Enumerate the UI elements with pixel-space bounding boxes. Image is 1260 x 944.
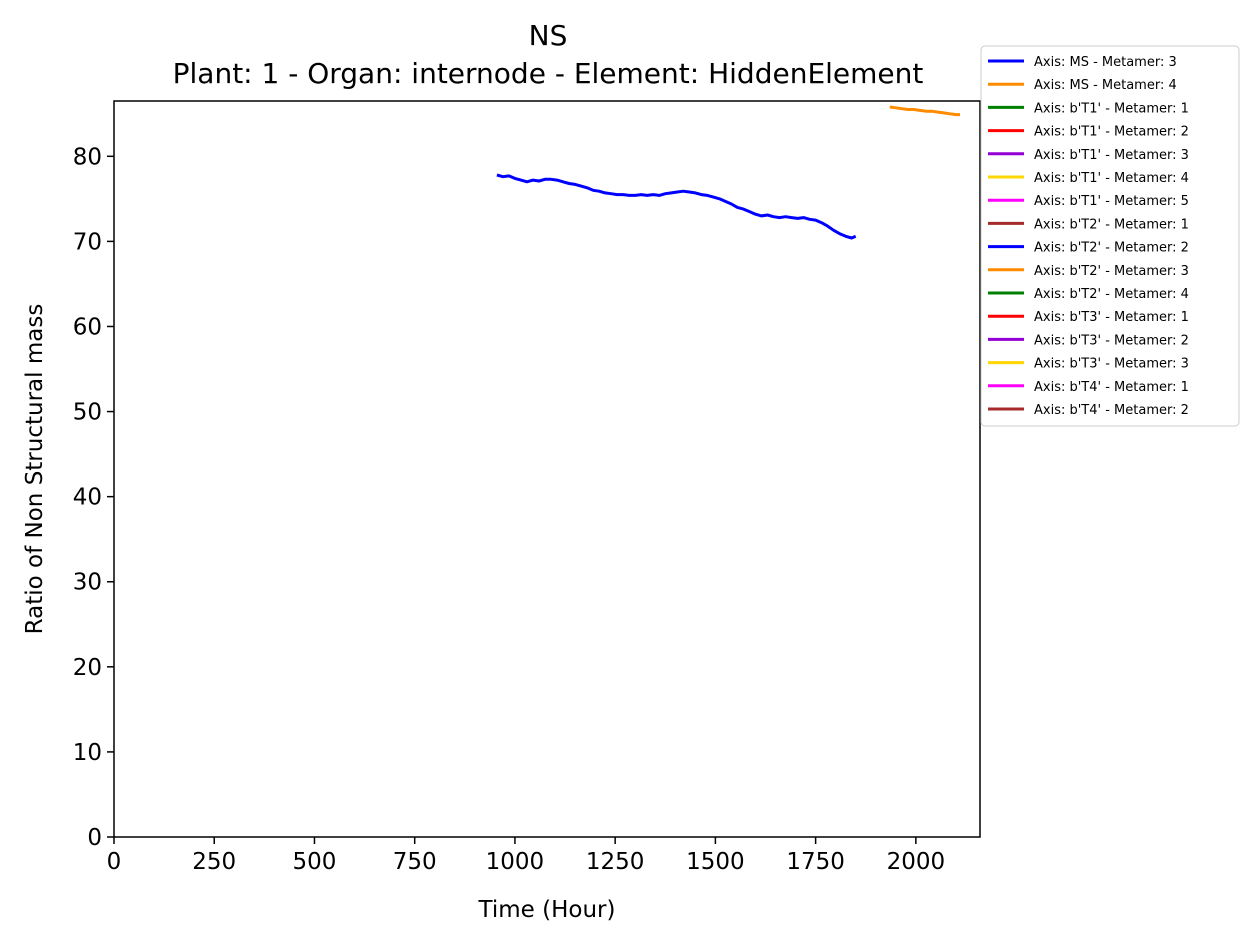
- x-tick-label: 1000: [486, 849, 545, 875]
- series-layer: [496, 105, 960, 240]
- legend-entry-label: Axis: b'T1' - Metamer: 5: [1034, 194, 1189, 209]
- y-axis-ticks: 0 10 20 30 40 50 60 70 80: [73, 144, 114, 851]
- x-tick-label: 1250: [586, 849, 645, 875]
- legend-entry-label: Axis: b'T1' - Metamer: 4: [1034, 171, 1189, 186]
- y-tick-label: 20: [73, 655, 102, 681]
- series-line-1: [496, 173, 857, 240]
- y-tick-label: 70: [73, 229, 102, 255]
- x-tick-label: 500: [293, 849, 337, 875]
- x-tick-label: 2000: [887, 849, 946, 875]
- x-axis-ticks: 0 250 500 750 1000 1250 1500 1750 2000: [107, 837, 945, 875]
- legend-entry-label: Axis: b'T1' - Metamer: 3: [1034, 148, 1189, 163]
- legend-entry-label: Axis: b'T2' - Metamer: 1: [1034, 217, 1189, 232]
- chart-subtitle: Plant: 1 - Organ: internode - Element: H…: [173, 57, 924, 90]
- legend-entry-label: Axis: b'T1' - Metamer: 1: [1034, 101, 1189, 116]
- y-tick-label: 80: [73, 144, 102, 170]
- legend-entry-label: Axis: b'T2' - Metamer: 4: [1034, 287, 1189, 302]
- legend-frame: [980, 45, 1240, 427]
- legend-entry-label: Axis: b'T3' - Metamer: 1: [1034, 310, 1189, 325]
- legend-entry-label: Axis: b'T2' - Metamer: 2: [1034, 241, 1189, 256]
- legend-entry-label: Axis: b'T3' - Metamer: 3: [1034, 357, 1189, 372]
- x-tick-label: 0: [107, 849, 122, 875]
- legend-entry-label: Axis: MS - Metamer: 4: [1034, 78, 1177, 93]
- series-line-2: [889, 105, 960, 117]
- y-axis-label: Ratio of Non Structural mass: [22, 304, 48, 635]
- x-tick-label: 250: [192, 849, 236, 875]
- legend-entry-label: Axis: b'T3' - Metamer: 2: [1034, 333, 1189, 348]
- legend-entry-label: Axis: b'T2' - Metamer: 3: [1034, 264, 1189, 279]
- y-tick-label: 10: [73, 740, 102, 766]
- y-tick-label: 60: [73, 314, 102, 340]
- y-tick-label: 40: [73, 485, 102, 511]
- x-tick-label: 1750: [786, 849, 845, 875]
- legend-entry-label: Axis: b'T1' - Metamer: 2: [1034, 125, 1189, 140]
- x-axis-label: Time (Hour): [478, 897, 616, 923]
- legend-entry-label: Axis: MS - Metamer: 3: [1034, 55, 1177, 70]
- x-tick-label: 750: [393, 849, 437, 875]
- plot-area: [113, 100, 981, 838]
- y-tick-label: 30: [73, 570, 102, 596]
- chart-title: NS: [529, 19, 568, 52]
- legend-entry-label: Axis: b'T4' - Metamer: 2: [1034, 403, 1189, 418]
- x-tick-label: 1500: [686, 849, 745, 875]
- legend: Axis: MS - Metamer: 3 Axis: MS - Metamer:…: [980, 45, 1240, 427]
- y-tick-label: 0: [87, 825, 102, 851]
- legend-entry-label: Axis: b'T4' - Metamer: 1: [1034, 380, 1189, 395]
- y-tick-label: 50: [73, 400, 102, 426]
